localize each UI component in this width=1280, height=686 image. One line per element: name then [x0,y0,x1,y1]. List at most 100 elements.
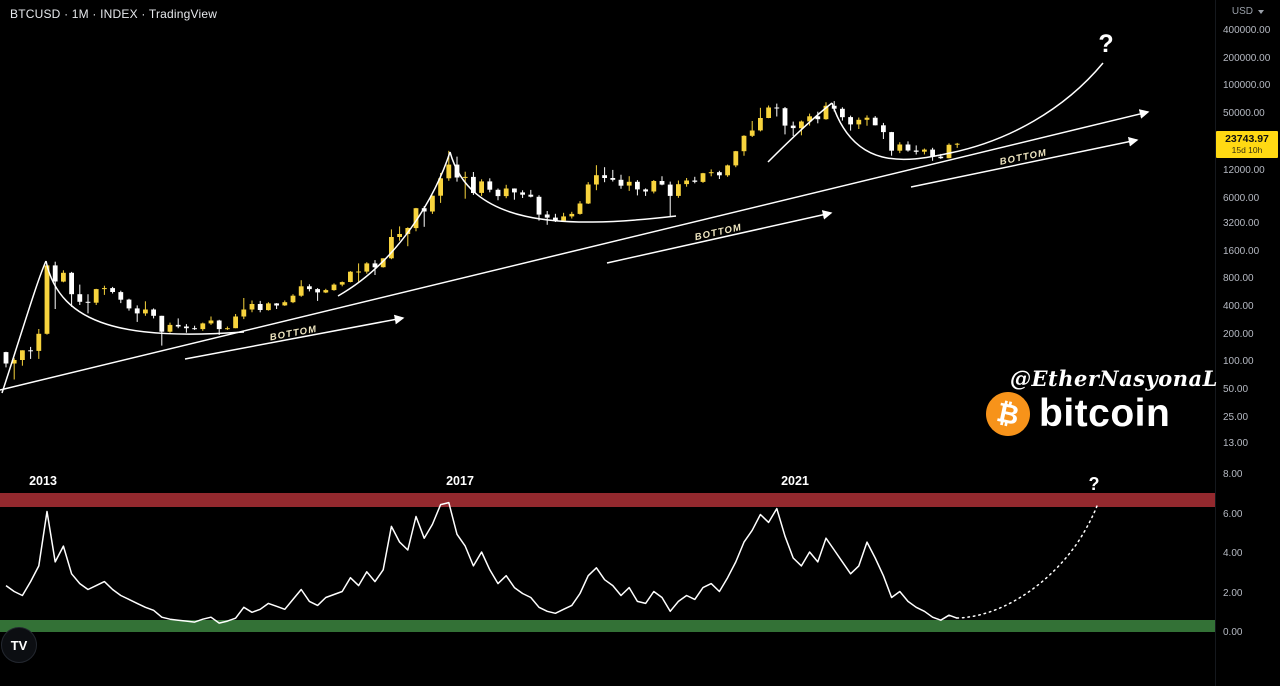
year-label: 2017 [446,474,474,488]
candle [69,272,74,295]
bitcoin-icon: ₿ [981,387,1035,441]
projection-question-mark: ? [1098,30,1113,58]
candle [733,151,739,166]
cycle-curve [449,151,677,223]
indicator-axis-label: 4.00 [1223,548,1243,559]
candle [643,189,648,192]
candle [848,117,853,125]
bottom-label: BOTTOM [269,324,318,344]
candle [766,107,771,118]
candle [290,295,296,303]
candle [823,105,829,120]
candle [528,194,534,197]
candle [774,107,780,109]
candle [61,272,66,282]
watermark-handle: @EtherNasyonaL [1010,366,1218,391]
candle [134,308,140,314]
candle [225,328,230,330]
candle [659,181,665,185]
candle [512,188,517,193]
bitcoin-logo: ₿ bitcoin [981,387,1171,441]
candle [954,143,960,145]
indicator-question-mark: ? [1089,474,1100,494]
candle [372,263,378,268]
cycle-curve [831,62,1104,161]
candle [282,302,288,306]
trendline-arrow [184,314,405,360]
price-axis-label: 25.00 [1223,412,1249,423]
candle [602,175,607,178]
candle [610,178,616,180]
candle [897,144,903,151]
candle [946,144,952,159]
candlestick-series [3,101,960,380]
candle [200,323,206,330]
candle [249,304,255,310]
candle [3,352,9,364]
candle [544,214,550,218]
candle [364,263,370,272]
price-axis-label: 100000.00 [1223,80,1271,91]
current-price: 23743.97 [1225,133,1269,145]
candle [807,116,812,122]
candle [413,208,419,229]
candle [192,328,197,330]
candle [11,360,17,364]
bottom-label: BOTTOM [999,147,1048,168]
candle [184,326,189,329]
price-axis-label: 6000.00 [1223,193,1260,204]
indicator-axis-label: 8.00 [1223,469,1243,480]
candle [487,181,493,190]
candle [840,108,845,118]
indicator-line [5,501,958,624]
indicator-axis-label: 6.00 [1223,509,1243,520]
price-axis-label: 800.00 [1223,273,1254,284]
candle [905,144,911,151]
bitcoin-wordmark: bitcoin [1039,392,1171,435]
candle [110,288,115,292]
candle [118,292,124,300]
candle [692,180,698,182]
candle [471,176,476,193]
price-axis-label: 50000.00 [1223,108,1265,119]
price-axis-label: 1600.00 [1223,246,1260,257]
candle [881,125,886,133]
cycle-curve [767,102,833,163]
candle [585,184,591,204]
indicator-panel-canvas[interactable]: 2013 2017 2021? [0,468,1215,646]
candle [307,286,312,290]
tradingview-logo[interactable]: TV [1,627,37,663]
candle [495,189,501,197]
candle [257,304,263,310]
price-axis-label: 200.00 [1223,329,1254,340]
candle [741,135,747,152]
candle [922,149,927,152]
candle [175,324,181,327]
candle [913,150,919,152]
candle [462,176,468,178]
trendline-arrow [606,210,833,264]
price-chart-canvas[interactable]: BOTTOM BOTTOM BOTTOM? [0,0,1215,468]
price-axis-label: 13.00 [1223,438,1249,449]
candle [569,213,575,217]
candle [298,286,304,296]
candle [725,165,730,176]
cycle-curve [45,260,245,335]
price-scale[interactable]: 400000.00 200000.00 100000.00 50000.00 12000… [1215,0,1280,686]
candle [594,175,599,185]
candle [233,316,238,329]
overbought-band [0,493,1215,507]
candle [758,118,763,131]
symbol-header: BTCUSD · 1M · INDEX · TradingView [10,7,218,21]
year-label: 2013 [29,474,57,488]
price-axis-label: 400.00 [1223,301,1254,312]
candle [708,172,714,174]
trendline-arrow [910,136,1139,188]
candle [790,125,796,129]
candle [700,173,706,182]
indicator-axis-label: 0.00 [1223,627,1243,638]
currency-selector[interactable]: USD [1232,6,1264,17]
candle [274,303,279,306]
indicator-axis-label: 2.00 [1223,588,1243,599]
candle [36,333,42,351]
